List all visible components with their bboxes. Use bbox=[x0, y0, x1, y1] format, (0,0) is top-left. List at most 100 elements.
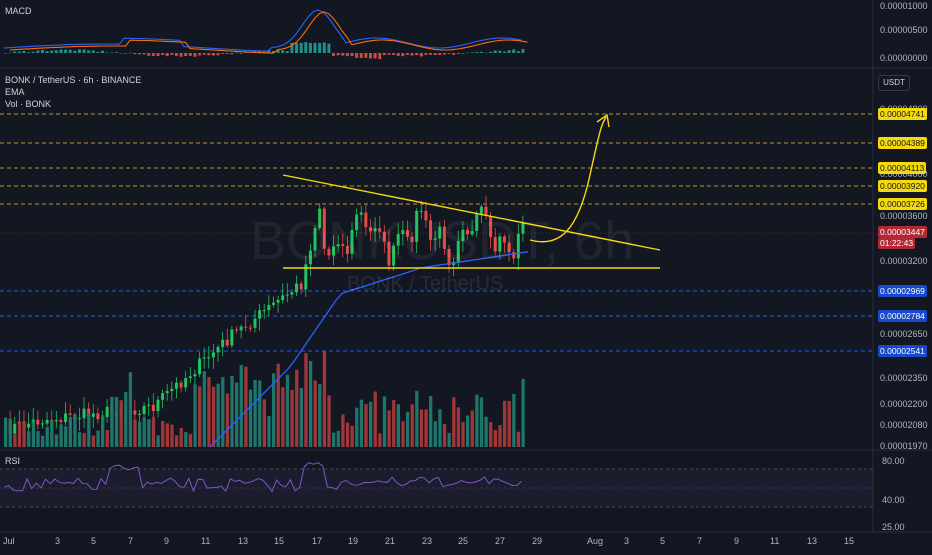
candle-body bbox=[461, 229, 465, 241]
candle-body bbox=[295, 283, 299, 293]
price-level-tag: 0.00002969 bbox=[878, 285, 927, 297]
time-axis-label: 11 bbox=[201, 536, 211, 546]
volume-bar bbox=[13, 434, 17, 447]
volume-bar bbox=[142, 417, 146, 447]
volume-bar bbox=[137, 421, 142, 447]
macd-bar bbox=[516, 51, 520, 53]
volume-bar bbox=[193, 384, 197, 447]
macd-axis-label: 0.00000500 bbox=[880, 25, 928, 35]
candle-body bbox=[207, 357, 211, 359]
macd-bar bbox=[401, 53, 405, 57]
candle-body bbox=[507, 242, 511, 253]
volume-bar bbox=[290, 389, 294, 447]
countdown-tag: 01:22:43 bbox=[878, 238, 916, 249]
projection-arrow bbox=[529, 116, 607, 243]
volume-indicator-label[interactable]: Vol · BONK bbox=[5, 99, 52, 109]
rsi-axis-label: 40.00 bbox=[882, 495, 905, 505]
volume-bar bbox=[341, 414, 345, 447]
volume-bar bbox=[207, 377, 211, 447]
time-axis-label: 25 bbox=[458, 536, 469, 546]
price-axis-label: 0.00001970 bbox=[880, 441, 928, 451]
macd-bar bbox=[110, 52, 114, 54]
price-axis-label: 0.00003200 bbox=[880, 256, 928, 266]
macd-axis-label: 0.00000000 bbox=[880, 53, 928, 63]
macd-bar bbox=[378, 53, 382, 60]
macd-bar bbox=[230, 53, 234, 55]
macd-bar bbox=[156, 53, 160, 57]
volume-bar bbox=[498, 425, 502, 447]
volume-bar bbox=[350, 425, 354, 447]
macd-bar bbox=[45, 51, 49, 53]
macd-bar bbox=[216, 53, 220, 56]
macd-bar bbox=[211, 53, 215, 56]
macd-bar bbox=[174, 53, 178, 56]
rsi-band bbox=[0, 469, 873, 507]
time-axis-label: 7 bbox=[697, 536, 703, 546]
volume-bar bbox=[382, 396, 387, 447]
volume-bar bbox=[4, 417, 8, 447]
candle-body bbox=[142, 405, 146, 414]
time-axis-label: 5 bbox=[91, 536, 97, 546]
macd-bar bbox=[313, 42, 317, 53]
macd-bar bbox=[258, 50, 262, 53]
time-axis-label: 19 bbox=[348, 536, 359, 546]
candle-body bbox=[392, 245, 396, 266]
macd-bar bbox=[54, 50, 58, 53]
macd-bar bbox=[419, 53, 423, 57]
candle-body bbox=[216, 347, 220, 353]
macd-bar bbox=[31, 51, 35, 53]
volume-bar bbox=[40, 435, 45, 447]
volume-bar bbox=[77, 432, 82, 447]
macd-bar bbox=[133, 53, 137, 55]
macd-bar bbox=[470, 52, 474, 53]
volume-bar bbox=[124, 392, 128, 447]
macd-bar bbox=[318, 42, 322, 53]
macd-bar bbox=[59, 49, 63, 53]
macd-bar bbox=[8, 52, 12, 54]
volume-bar bbox=[119, 400, 123, 447]
candle-body bbox=[77, 418, 81, 420]
time-axis-label: Jul bbox=[3, 536, 15, 546]
volume-bar bbox=[36, 431, 40, 447]
macd-bar bbox=[4, 53, 7, 54]
ema-indicator-label[interactable]: EMA bbox=[5, 87, 25, 97]
candle-body bbox=[27, 423, 31, 428]
time-axis-label: 17 bbox=[312, 536, 323, 546]
volume-bar bbox=[373, 391, 377, 447]
macd-bar bbox=[410, 53, 414, 56]
volume-bar bbox=[387, 410, 391, 447]
rsi-pane-title[interactable]: RSI bbox=[5, 456, 21, 466]
volume-bar bbox=[91, 435, 96, 447]
price-level-tag: 0.00004389 bbox=[878, 137, 927, 149]
volume-bar bbox=[188, 433, 193, 447]
volume-bar bbox=[507, 400, 511, 447]
volume-bar bbox=[161, 420, 165, 447]
candle-body bbox=[396, 234, 400, 246]
candle-body bbox=[332, 246, 336, 256]
candle-body bbox=[429, 220, 433, 240]
volume-bar bbox=[368, 401, 373, 447]
volume-bar bbox=[401, 421, 405, 447]
candle-body bbox=[40, 423, 44, 425]
volume-bar bbox=[82, 433, 86, 447]
volume-bar bbox=[332, 432, 336, 447]
volume-bar bbox=[216, 383, 220, 447]
price-level-tag: 0.00002541 bbox=[878, 345, 927, 357]
candle-body bbox=[498, 236, 502, 252]
main-pane-title[interactable]: BONK / TetherUS · 6h · BINANCE bbox=[5, 75, 142, 85]
volume-bar bbox=[68, 417, 72, 447]
volume-bar bbox=[452, 397, 456, 447]
candle-body bbox=[479, 206, 483, 215]
projection-arrow-head bbox=[596, 113, 610, 128]
currency-button[interactable]: USDT bbox=[878, 75, 910, 91]
candle-body bbox=[156, 399, 160, 412]
time-axis-label: 3 bbox=[55, 536, 61, 546]
price-axis-label: 0.00002080 bbox=[880, 420, 928, 430]
volume-bar bbox=[415, 390, 419, 447]
macd-pane-title[interactable]: MACD bbox=[5, 6, 32, 16]
macd-bar bbox=[262, 50, 266, 53]
time-axis-label: 21 bbox=[385, 536, 396, 546]
candle-body bbox=[401, 230, 405, 235]
